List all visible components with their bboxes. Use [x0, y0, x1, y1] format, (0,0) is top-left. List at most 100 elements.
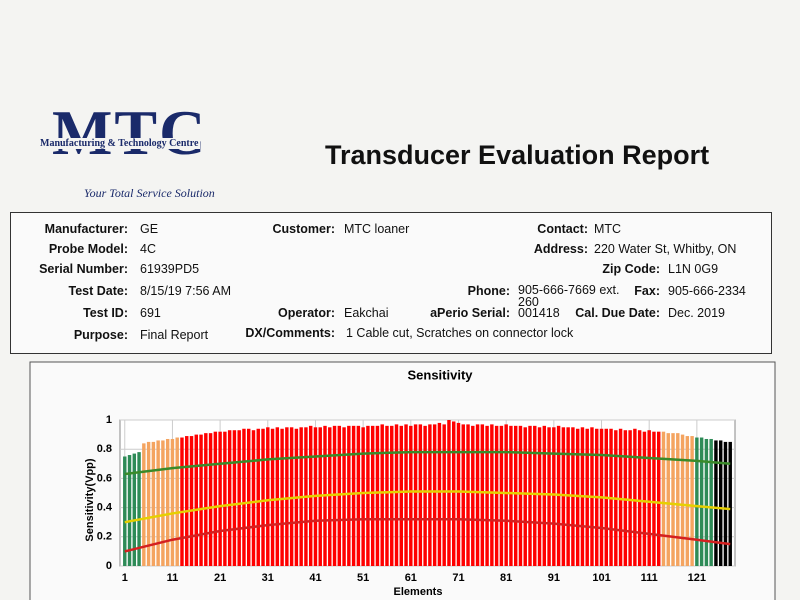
field-value: MTC loaner	[344, 222, 410, 236]
x-tick-label: 51	[357, 572, 369, 584]
field-value: 1 Cable cut, Scratches on connector lock	[346, 326, 574, 340]
bar	[485, 425, 489, 566]
bar	[366, 425, 370, 566]
bar	[285, 427, 289, 566]
field-label: Purpose:	[73, 328, 128, 342]
bar	[185, 436, 189, 566]
bar	[685, 436, 690, 566]
bar	[637, 430, 642, 566]
field-value: 61939PD5	[140, 262, 200, 276]
field-value: Final Report	[140, 328, 209, 342]
field-value: 8/15/19 7:56 AM	[140, 284, 232, 298]
bar	[232, 430, 237, 566]
logo: MTC	[52, 97, 208, 168]
chart: Sensitivity Sensitivity(Vpp) Elements 0 0…	[29, 361, 776, 600]
bar	[523, 427, 527, 566]
field-value: 905-666-7669 ext. 260	[518, 283, 620, 309]
bar	[227, 430, 232, 566]
bar	[728, 441, 732, 566]
field-value: Dec. 2019	[668, 306, 725, 320]
bar	[418, 424, 423, 566]
field-value: 691	[140, 306, 161, 320]
bar	[676, 433, 680, 566]
x-tick-label: 101	[592, 572, 610, 584]
bar	[618, 428, 623, 566]
bar	[714, 440, 718, 566]
bar	[509, 425, 513, 566]
plot-area	[119, 419, 736, 567]
threshold-line	[124, 490, 731, 524]
bar	[666, 433, 670, 566]
bar	[204, 433, 208, 566]
bar	[475, 424, 480, 566]
bar	[266, 427, 270, 566]
bar	[137, 452, 141, 566]
bar	[199, 434, 203, 566]
company-name: Manufacturing & Technology Centre	[38, 138, 201, 149]
bar	[437, 422, 442, 566]
bar	[337, 425, 342, 566]
field-label: Zip Code:	[602, 262, 660, 276]
bar	[380, 424, 384, 566]
bar	[652, 431, 656, 566]
bar	[575, 428, 580, 566]
field-label: Manufacturer:	[44, 222, 128, 236]
threshold-line	[124, 450, 731, 476]
field-value: Eakchai	[344, 306, 389, 320]
x-tick-label: 121	[688, 572, 706, 584]
bar	[642, 431, 647, 566]
x-axis-label: Elements	[394, 586, 443, 598]
bar	[404, 424, 408, 566]
bar	[280, 428, 284, 566]
report-title: Transducer Evaluation Report	[325, 140, 710, 170]
bar	[704, 438, 709, 566]
bar	[442, 424, 446, 566]
bar	[432, 424, 437, 566]
field-label: Probe Model:	[48, 242, 128, 256]
bar	[165, 438, 170, 566]
x-tick-label: 21	[214, 572, 226, 584]
bar	[256, 428, 260, 566]
bar	[428, 424, 432, 566]
bar	[528, 425, 532, 566]
bar	[413, 424, 418, 566]
threshold-line	[124, 518, 731, 553]
bar	[723, 441, 728, 566]
x-tick-label: 81	[500, 572, 512, 584]
bar	[342, 427, 346, 566]
bar	[533, 425, 537, 566]
bar	[695, 437, 699, 566]
bar	[161, 440, 165, 566]
bar	[409, 425, 413, 566]
bar	[394, 424, 399, 566]
bar	[270, 428, 275, 566]
bar	[175, 437, 179, 566]
y-tick-label: 0.6	[97, 472, 112, 484]
bar	[518, 425, 523, 566]
bar	[537, 427, 542, 566]
bar	[218, 431, 222, 566]
bar	[718, 440, 723, 566]
bar	[680, 434, 685, 566]
bar	[213, 431, 218, 566]
y-tick-label: 0.8	[97, 443, 112, 455]
tagline: Your Total Service Solution	[84, 186, 215, 200]
field-label: Phone:	[467, 284, 510, 298]
field-label: Customer:	[272, 222, 335, 236]
bar	[123, 456, 127, 566]
bar	[189, 436, 194, 566]
bar	[661, 431, 666, 566]
y-tick-label: 1	[106, 414, 112, 426]
field-value: L1N 0G9	[668, 262, 719, 276]
field-value: GE	[140, 222, 159, 236]
bar	[194, 434, 198, 566]
bar	[499, 425, 504, 566]
chart-title: Sensitivity	[407, 367, 473, 382]
field-label: Cal. Due Date:	[575, 306, 660, 320]
info-box	[10, 212, 772, 354]
x-tick-label: 11	[167, 572, 179, 584]
bar	[170, 438, 175, 566]
bar	[423, 425, 427, 566]
bar	[151, 441, 156, 566]
x-tick-label: 1	[122, 572, 128, 584]
